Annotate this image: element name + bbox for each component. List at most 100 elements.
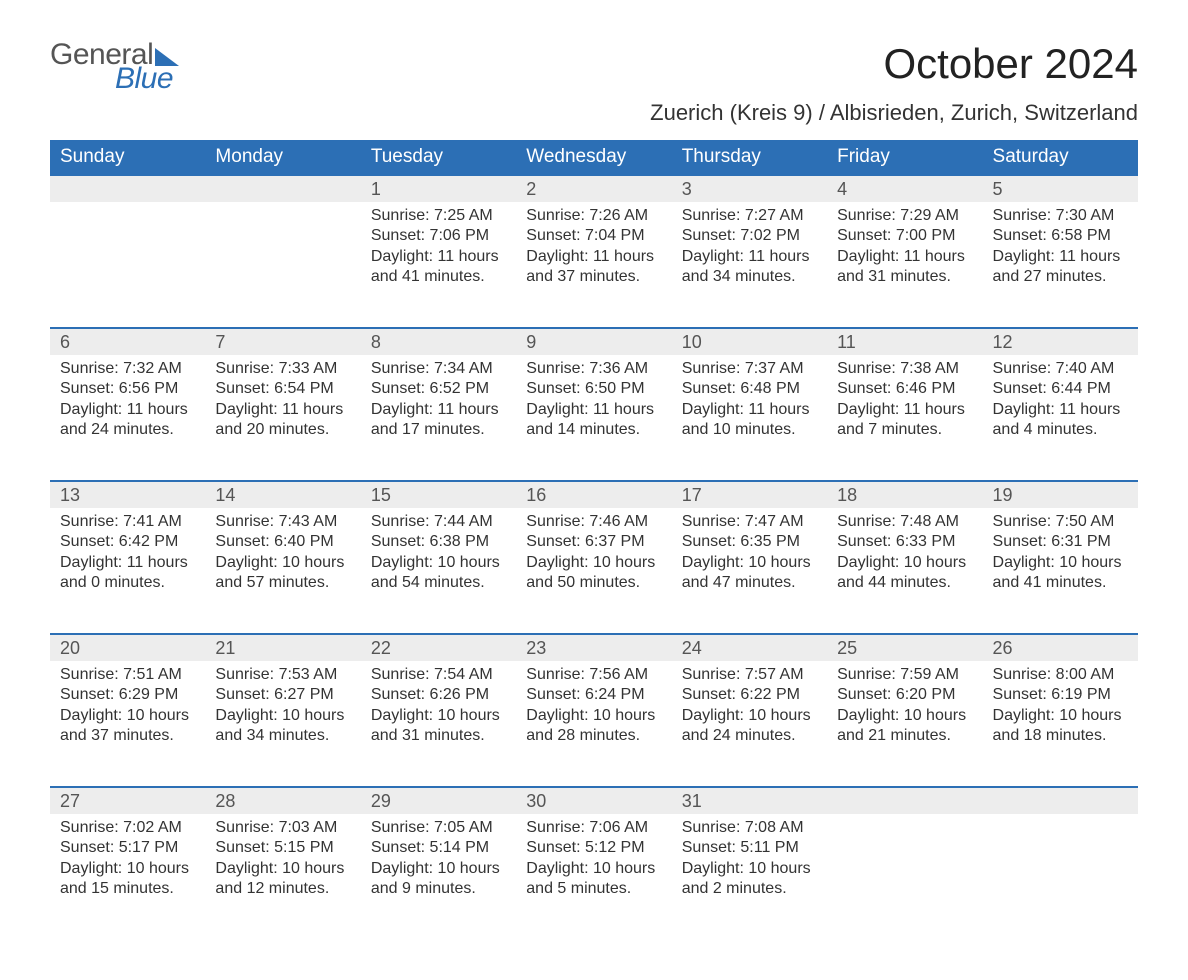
sunrise-line: Sunrise: 7:05 AM <box>371 818 506 838</box>
sunrise-line: Sunrise: 7:30 AM <box>993 206 1128 226</box>
day-number-cell: 12 <box>983 328 1138 355</box>
sunrise-line: Sunrise: 7:38 AM <box>837 359 972 379</box>
sunrise-line: Sunrise: 7:47 AM <box>682 512 817 532</box>
page-header: General Blue October 2024 <box>50 40 1138 94</box>
day-content-cell: Sunrise: 7:50 AMSunset: 6:31 PMDaylight:… <box>983 508 1138 634</box>
daylight-line: Daylight: 10 hours and 21 minutes. <box>837 706 972 747</box>
daylight-line: Daylight: 10 hours and 15 minutes. <box>60 859 195 900</box>
daynum-row: 2728293031 <box>50 787 1138 814</box>
calendar-head: SundayMondayTuesdayWednesdayThursdayFrid… <box>50 140 1138 175</box>
sunrise-line: Sunrise: 7:50 AM <box>993 512 1128 532</box>
sunrise-line: Sunrise: 7:57 AM <box>682 665 817 685</box>
day-content-cell: Sunrise: 7:40 AMSunset: 6:44 PMDaylight:… <box>983 355 1138 481</box>
sunrise-line: Sunrise: 7:03 AM <box>215 818 350 838</box>
sunset-line: Sunset: 6:37 PM <box>526 532 661 552</box>
sunset-line: Sunset: 6:40 PM <box>215 532 350 552</box>
daylight-line: Daylight: 10 hours and 47 minutes. <box>682 553 817 594</box>
daylight-line: Daylight: 10 hours and 44 minutes. <box>837 553 972 594</box>
day-number-cell: 1 <box>361 175 516 202</box>
day-number-cell: 15 <box>361 481 516 508</box>
day-content-cell: Sunrise: 7:30 AMSunset: 6:58 PMDaylight:… <box>983 202 1138 328</box>
sunrise-line: Sunrise: 7:32 AM <box>60 359 195 379</box>
daylight-line: Daylight: 10 hours and 37 minutes. <box>60 706 195 747</box>
sunset-line: Sunset: 6:33 PM <box>837 532 972 552</box>
calendar-table: SundayMondayTuesdayWednesdayThursdayFrid… <box>50 140 1138 940</box>
day-number-cell <box>827 787 982 814</box>
day-content-cell: Sunrise: 7:47 AMSunset: 6:35 PMDaylight:… <box>672 508 827 634</box>
daylight-line: Daylight: 10 hours and 24 minutes. <box>682 706 817 747</box>
day-content-cell: Sunrise: 7:03 AMSunset: 5:15 PMDaylight:… <box>205 814 360 940</box>
daynum-row: 12345 <box>50 175 1138 202</box>
daylight-line: Daylight: 11 hours and 17 minutes. <box>371 400 506 441</box>
daylight-line: Daylight: 10 hours and 5 minutes. <box>526 859 661 900</box>
daynum-row: 20212223242526 <box>50 634 1138 661</box>
day-number-cell: 19 <box>983 481 1138 508</box>
sunset-line: Sunset: 6:35 PM <box>682 532 817 552</box>
sunrise-line: Sunrise: 7:37 AM <box>682 359 817 379</box>
day-content-cell: Sunrise: 7:26 AMSunset: 7:04 PMDaylight:… <box>516 202 671 328</box>
daylight-line: Daylight: 10 hours and 28 minutes. <box>526 706 661 747</box>
weekday-header: Monday <box>205 140 360 175</box>
sunrise-line: Sunrise: 7:26 AM <box>526 206 661 226</box>
sunrise-line: Sunrise: 7:46 AM <box>526 512 661 532</box>
sunrise-line: Sunrise: 7:59 AM <box>837 665 972 685</box>
day-content-cell: Sunrise: 7:36 AMSunset: 6:50 PMDaylight:… <box>516 355 671 481</box>
weekday-header: Sunday <box>50 140 205 175</box>
daylight-line: Daylight: 11 hours and 24 minutes. <box>60 400 195 441</box>
sunset-line: Sunset: 7:00 PM <box>837 226 972 246</box>
weekday-header: Friday <box>827 140 982 175</box>
day-number-cell: 7 <box>205 328 360 355</box>
sunset-line: Sunset: 6:52 PM <box>371 379 506 399</box>
daycontent-row: Sunrise: 7:41 AMSunset: 6:42 PMDaylight:… <box>50 508 1138 634</box>
sunrise-line: Sunrise: 7:44 AM <box>371 512 506 532</box>
daylight-line: Daylight: 11 hours and 20 minutes. <box>215 400 350 441</box>
daylight-line: Daylight: 11 hours and 34 minutes. <box>682 247 817 288</box>
day-number-cell: 29 <box>361 787 516 814</box>
sunset-line: Sunset: 6:44 PM <box>993 379 1128 399</box>
daylight-line: Daylight: 11 hours and 41 minutes. <box>371 247 506 288</box>
daylight-line: Daylight: 10 hours and 18 minutes. <box>993 706 1128 747</box>
sunrise-line: Sunrise: 7:27 AM <box>682 206 817 226</box>
sunset-line: Sunset: 6:29 PM <box>60 685 195 705</box>
day-content-cell <box>205 202 360 328</box>
daylight-line: Daylight: 11 hours and 4 minutes. <box>993 400 1128 441</box>
day-number-cell: 26 <box>983 634 1138 661</box>
calendar-body: 12345Sunrise: 7:25 AMSunset: 7:06 PMDayl… <box>50 175 1138 940</box>
day-content-cell: Sunrise: 7:57 AMSunset: 6:22 PMDaylight:… <box>672 661 827 787</box>
sunrise-line: Sunrise: 7:54 AM <box>371 665 506 685</box>
day-number-cell: 21 <box>205 634 360 661</box>
daylight-line: Daylight: 10 hours and 57 minutes. <box>215 553 350 594</box>
page-title: October 2024 <box>883 40 1138 88</box>
day-number-cell: 20 <box>50 634 205 661</box>
day-number-cell: 16 <box>516 481 671 508</box>
daylight-line: Daylight: 10 hours and 34 minutes. <box>215 706 350 747</box>
sunset-line: Sunset: 5:11 PM <box>682 838 817 858</box>
sunrise-line: Sunrise: 7:43 AM <box>215 512 350 532</box>
location-subtitle: Zuerich (Kreis 9) / Albisrieden, Zurich,… <box>50 100 1138 126</box>
weekday-header: Thursday <box>672 140 827 175</box>
day-number-cell: 8 <box>361 328 516 355</box>
sunrise-line: Sunrise: 7:40 AM <box>993 359 1128 379</box>
day-number-cell <box>50 175 205 202</box>
sunset-line: Sunset: 7:02 PM <box>682 226 817 246</box>
sunset-line: Sunset: 5:17 PM <box>60 838 195 858</box>
sunrise-line: Sunrise: 7:25 AM <box>371 206 506 226</box>
day-number-cell <box>983 787 1138 814</box>
sunset-line: Sunset: 6:31 PM <box>993 532 1128 552</box>
sunset-line: Sunset: 6:24 PM <box>526 685 661 705</box>
day-content-cell: Sunrise: 7:38 AMSunset: 6:46 PMDaylight:… <box>827 355 982 481</box>
sunset-line: Sunset: 6:58 PM <box>993 226 1128 246</box>
daylight-line: Daylight: 10 hours and 2 minutes. <box>682 859 817 900</box>
day-number-cell <box>205 175 360 202</box>
daylight-line: Daylight: 11 hours and 31 minutes. <box>837 247 972 288</box>
sunset-line: Sunset: 7:06 PM <box>371 226 506 246</box>
day-number-cell: 24 <box>672 634 827 661</box>
day-content-cell: Sunrise: 7:08 AMSunset: 5:11 PMDaylight:… <box>672 814 827 940</box>
day-content-cell: Sunrise: 7:56 AMSunset: 6:24 PMDaylight:… <box>516 661 671 787</box>
day-content-cell: Sunrise: 7:51 AMSunset: 6:29 PMDaylight:… <box>50 661 205 787</box>
daycontent-row: Sunrise: 7:32 AMSunset: 6:56 PMDaylight:… <box>50 355 1138 481</box>
day-content-cell: Sunrise: 7:25 AMSunset: 7:06 PMDaylight:… <box>361 202 516 328</box>
sunrise-line: Sunrise: 7:53 AM <box>215 665 350 685</box>
day-content-cell: Sunrise: 7:27 AMSunset: 7:02 PMDaylight:… <box>672 202 827 328</box>
day-number-cell: 23 <box>516 634 671 661</box>
